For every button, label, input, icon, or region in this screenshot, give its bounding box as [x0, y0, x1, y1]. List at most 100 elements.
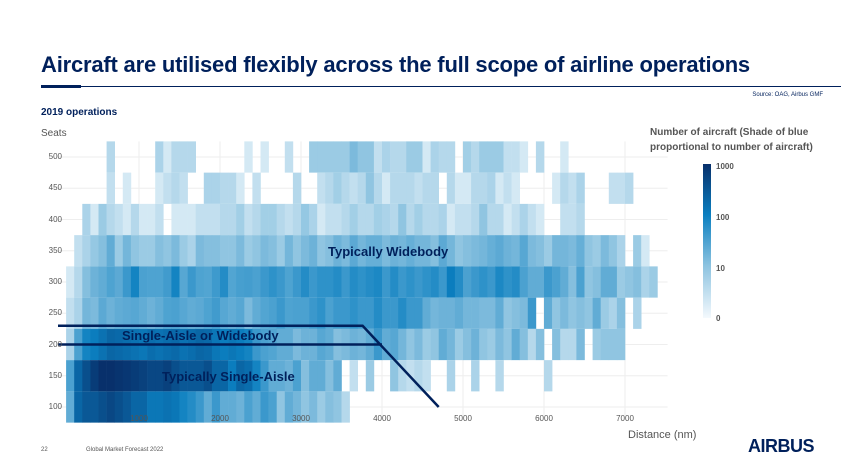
heatmap-cell — [382, 235, 391, 267]
heatmap-cell — [519, 141, 529, 173]
heatmap-cell — [568, 235, 577, 267]
heatmap-cell — [74, 297, 83, 329]
heatmap-cell — [560, 297, 569, 329]
heatmap-cell — [260, 141, 269, 173]
colorbar-tick-label: 10 — [716, 264, 725, 273]
heatmap-cell — [317, 172, 326, 204]
heatmap-cell — [382, 203, 391, 236]
heatmap-cell — [236, 203, 245, 236]
heatmap-cell — [503, 172, 512, 204]
heatmap-cell — [527, 266, 537, 298]
heatmap-cell — [98, 203, 107, 236]
page-number: 22 — [41, 447, 48, 453]
heatmap-cell — [560, 266, 569, 298]
heatmap-cell — [592, 328, 601, 361]
heatmap-cell — [139, 297, 148, 329]
heatmap-cell — [317, 266, 326, 298]
heatmap-cell — [430, 266, 439, 298]
heatmap-cell — [390, 141, 399, 173]
heatmap-cell — [90, 266, 99, 298]
upper-boundary-line — [58, 324, 440, 408]
heatmap-cell — [106, 266, 115, 298]
heatmap-cell — [454, 328, 464, 361]
heatmap-cell — [503, 235, 512, 267]
heatmap-cell — [179, 360, 188, 392]
annotations: Typically Widebody Single-Aisle or Wideb… — [122, 244, 449, 384]
heatmap-cell — [244, 141, 253, 173]
heatmap-cell — [195, 235, 205, 267]
heatmap-cell — [527, 328, 537, 361]
heatmap-cell — [301, 360, 310, 392]
heatmap-cell — [527, 297, 537, 329]
heatmap-cell — [398, 360, 407, 392]
heatmap-cell — [373, 141, 383, 173]
heatmap-cell — [608, 328, 618, 361]
heatmap-cell — [438, 328, 448, 361]
heatmap-cell — [616, 297, 626, 329]
heatmap-cell — [552, 266, 561, 298]
boundary-lines — [58, 324, 440, 408]
heatmap-cell — [511, 172, 520, 204]
y-tick-label: 400 — [48, 214, 62, 224]
heatmap-cell — [114, 391, 124, 423]
heatmap-cell — [495, 172, 504, 204]
heatmap-cell — [560, 203, 569, 236]
heatmap-cell — [600, 266, 610, 298]
x-axis-label: Distance (nm) — [628, 429, 697, 441]
heatmap-cell — [438, 297, 448, 329]
heatmap-cell — [130, 235, 140, 267]
heatmap-cell — [511, 266, 520, 298]
heatmap-cell — [608, 266, 618, 298]
heatmap-cell — [74, 235, 83, 267]
heatmap-cell — [544, 297, 553, 329]
heatmap-cell — [203, 203, 213, 236]
heatmap-cell — [495, 235, 504, 267]
heatmap-cell — [260, 266, 269, 298]
heatmap-cell — [633, 297, 642, 329]
heatmap-cell — [390, 297, 399, 329]
heatmap-cell — [430, 203, 439, 236]
heatmap-cell — [438, 141, 448, 173]
heatmap-cell — [349, 235, 358, 267]
heatmap-cell — [454, 172, 464, 204]
heatmap-cell — [325, 235, 334, 267]
heatmap-cell — [398, 172, 407, 204]
heatmap-cell — [82, 297, 91, 329]
heatmap-cell — [382, 172, 391, 204]
heatmap-cell — [74, 266, 83, 298]
heatmap-cell — [244, 266, 253, 298]
heatmap-cell — [268, 297, 277, 329]
heatmap-cell — [309, 235, 318, 267]
heatmap-cell — [422, 360, 431, 392]
heatmap-cell — [471, 203, 480, 236]
heatmap-cell — [228, 203, 237, 236]
page-title: Aircraft are utilised flexibly across th… — [41, 52, 750, 77]
heatmap-cell — [406, 141, 415, 173]
heatmap-cell — [220, 266, 229, 298]
heatmap-cell — [244, 203, 253, 236]
heatmap-cell — [187, 297, 196, 329]
heatmap-cell — [244, 235, 253, 267]
heatmap-cell — [276, 391, 286, 423]
heatmap-cell — [122, 266, 132, 298]
heatmap-cell — [535, 266, 545, 298]
heatmap-cell — [625, 266, 634, 298]
heatmap-cell — [471, 360, 480, 392]
heatmap-cell — [163, 266, 172, 298]
heatmap-cell — [446, 297, 456, 329]
heatmap-cell — [544, 235, 553, 267]
heatmap-cell — [163, 235, 172, 267]
heatmap-cell — [503, 328, 512, 361]
heatmap-cell — [260, 235, 269, 267]
heatmap-cell — [284, 391, 294, 423]
colorbar — [703, 164, 711, 318]
heatmap-cell — [414, 235, 423, 267]
heatmap-cell — [260, 203, 269, 236]
y-tick-label: 200 — [48, 339, 62, 349]
heatmap-cell — [114, 235, 124, 267]
heatmap-cell — [519, 203, 529, 236]
heatmap-cell — [422, 297, 431, 329]
heatmap-cell — [414, 172, 423, 204]
y-tick-label: 150 — [48, 370, 62, 380]
